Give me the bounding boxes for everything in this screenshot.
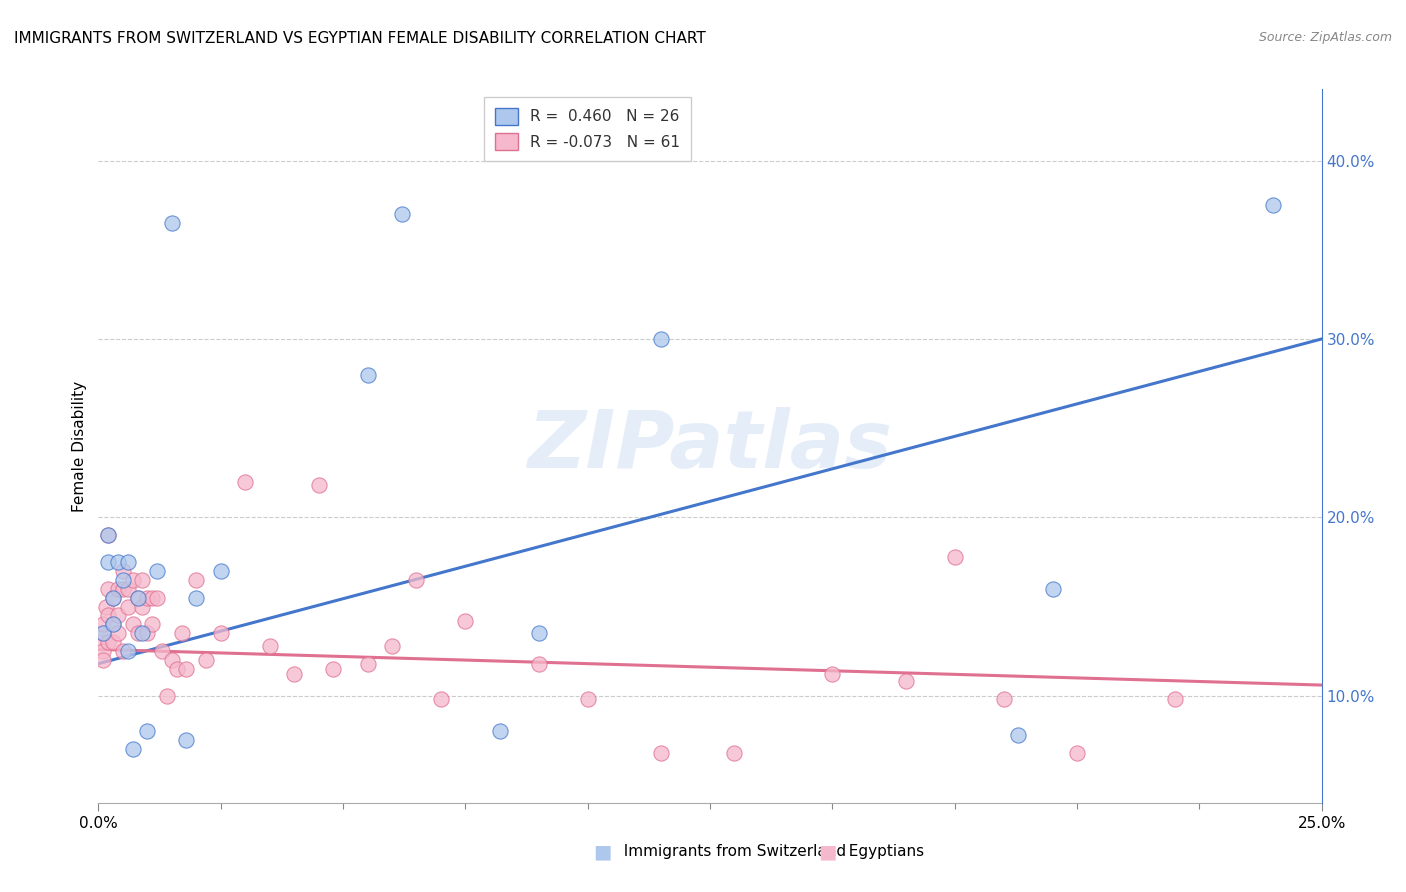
Point [97, 555, 120, 569]
Point [259, 639, 281, 653]
Point [136, 591, 159, 605]
Point [821, 667, 844, 681]
Point [160, 653, 183, 667]
Point [90, 635, 112, 649]
Point [121, 573, 143, 587]
Text: ZIPatlas: ZIPatlas [527, 407, 893, 485]
Point [117, 555, 139, 569]
Point [146, 564, 169, 578]
Point [107, 608, 129, 623]
Point [1007, 728, 1029, 742]
Point [91, 617, 114, 632]
Point [97, 528, 120, 542]
Point [176, 733, 198, 747]
Point [97, 582, 120, 596]
Point [381, 639, 404, 653]
Text: IMMIGRANTS FROM SWITZERLAND VS EGYPTIAN FEMALE DISABILITY CORRELATION CHART: IMMIGRANTS FROM SWITZERLAND VS EGYPTIAN … [14, 31, 706, 46]
Point [160, 216, 183, 230]
Point [101, 635, 124, 649]
Point [111, 573, 134, 587]
Point [127, 626, 149, 640]
Point [195, 653, 218, 667]
Point [94, 599, 117, 614]
Point [356, 657, 378, 671]
Point [176, 662, 198, 676]
Text: ■: ■ [593, 842, 612, 862]
Point [1042, 582, 1064, 596]
Text: Egyptians: Egyptians [839, 845, 925, 859]
Point [97, 528, 120, 542]
Point [136, 724, 159, 739]
Point [91, 644, 114, 658]
Point [186, 591, 208, 605]
Point [233, 475, 256, 489]
Point [650, 746, 672, 760]
Point [405, 573, 427, 587]
Point [111, 644, 134, 658]
Point [136, 626, 159, 640]
Point [391, 207, 413, 221]
Point [170, 626, 193, 640]
Point [117, 582, 139, 596]
Point [723, 746, 745, 760]
Point [141, 617, 163, 632]
Point [97, 635, 120, 649]
Point [101, 591, 124, 605]
Point [127, 591, 149, 605]
Point [111, 564, 134, 578]
Point [101, 591, 124, 605]
Point [127, 591, 149, 605]
Point [894, 674, 917, 689]
Point [576, 692, 599, 706]
Point [117, 644, 139, 658]
Point [356, 368, 378, 382]
Point [650, 332, 672, 346]
Point [111, 582, 134, 596]
Point [121, 742, 143, 756]
Point [91, 626, 114, 640]
Point [283, 667, 305, 681]
Point [146, 591, 169, 605]
Point [101, 617, 124, 632]
Text: Immigrants from Switzerland: Immigrants from Switzerland [614, 845, 846, 859]
Point [1066, 746, 1088, 760]
Text: Source: ZipAtlas.com: Source: ZipAtlas.com [1258, 31, 1392, 45]
Point [488, 724, 510, 739]
Point [131, 626, 153, 640]
Point [322, 662, 344, 676]
Point [91, 626, 114, 640]
Point [993, 692, 1015, 706]
Point [454, 614, 477, 628]
Point [209, 626, 232, 640]
Point [97, 608, 120, 623]
Text: ■: ■ [818, 842, 837, 862]
Point [166, 662, 188, 676]
Legend: R =  0.460   N = 26, R = -0.073   N = 61: R = 0.460 N = 26, R = -0.073 N = 61 [485, 97, 690, 161]
Point [107, 555, 129, 569]
Point [209, 564, 232, 578]
Point [131, 573, 153, 587]
Point [150, 644, 173, 658]
Point [943, 549, 966, 564]
Point [107, 626, 129, 640]
Point [91, 653, 114, 667]
Point [527, 657, 550, 671]
Point [117, 599, 139, 614]
Point [430, 692, 453, 706]
Point [1261, 198, 1284, 212]
Point [186, 573, 208, 587]
Point [156, 689, 179, 703]
Point [527, 626, 550, 640]
Point [131, 599, 153, 614]
Y-axis label: Female Disability: Female Disability [72, 380, 87, 512]
Point [107, 582, 129, 596]
Point [1164, 692, 1187, 706]
Point [141, 591, 163, 605]
Point [308, 478, 330, 492]
Point [101, 617, 124, 632]
Point [121, 617, 143, 632]
